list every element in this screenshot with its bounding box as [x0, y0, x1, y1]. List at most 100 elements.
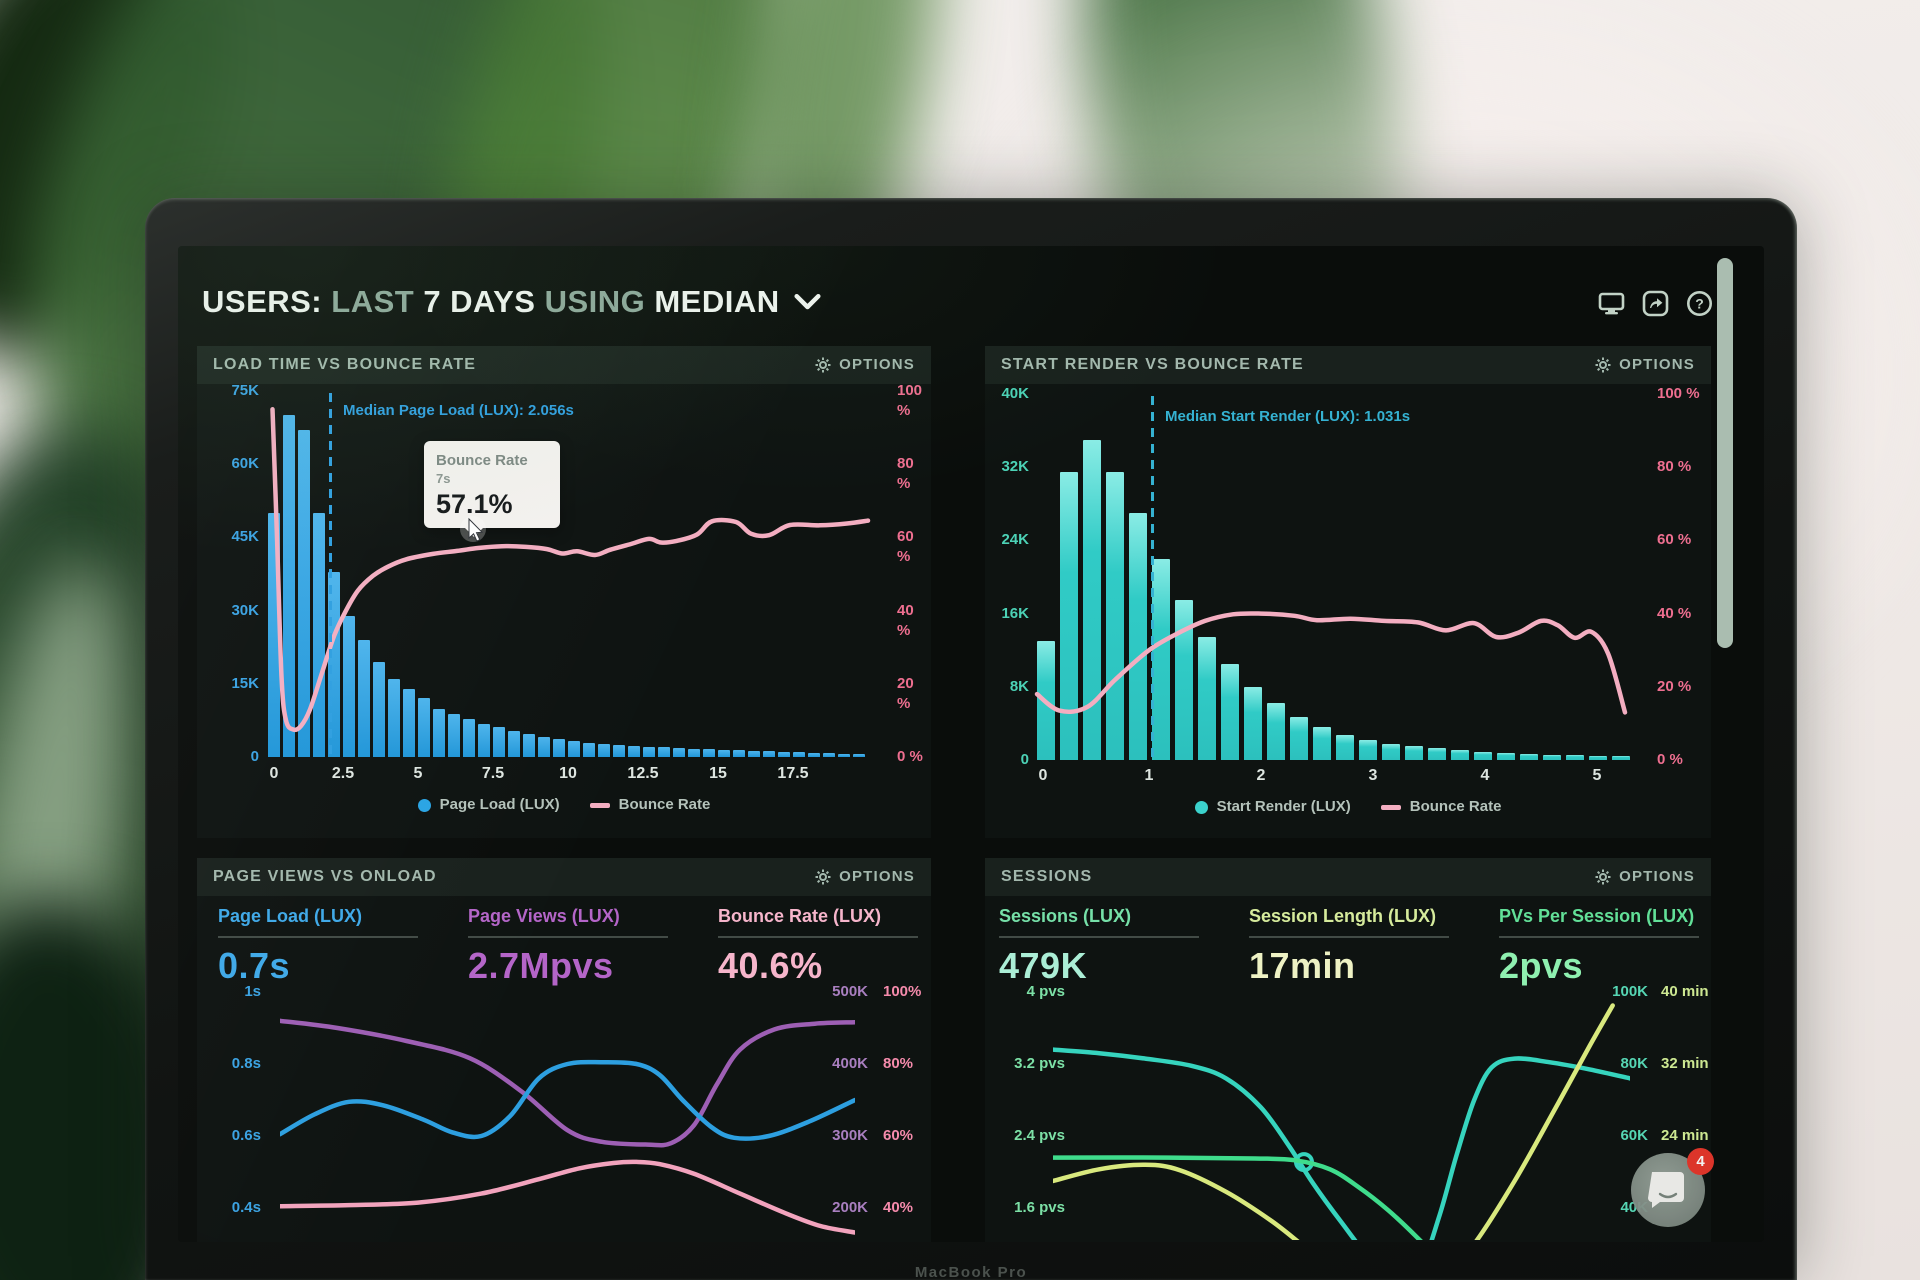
- y-axis-tick: 80%: [883, 1055, 914, 1072]
- y-axis-tick: 32K: [1001, 458, 1029, 475]
- x-axis-tick: 12.5: [627, 765, 659, 782]
- legend-item: Page Load (LUX): [417, 796, 560, 814]
- y-axis-tick: 40 %: [897, 602, 914, 639]
- histogram-bar: [1451, 749, 1469, 760]
- options-label: OPTIONS: [1619, 868, 1695, 885]
- divider: [999, 936, 1199, 938]
- header-toolbar: ?: [1598, 290, 1713, 317]
- histogram-bar: [358, 639, 370, 757]
- chat-bubble-icon: [1648, 1172, 1684, 1208]
- y-axis-tick: 0: [1020, 751, 1029, 768]
- metric-value: 479K: [999, 945, 1088, 986]
- histogram-bar: [673, 748, 685, 757]
- options-button[interactable]: OPTIONS: [1595, 356, 1695, 374]
- page-views-onload-lines: [280, 1018, 855, 1235]
- histogram-bar: [1221, 663, 1239, 760]
- legend-label: Start Render (LUX): [1216, 798, 1351, 815]
- histogram-bar: [433, 709, 445, 757]
- histogram-bar: [1267, 703, 1285, 760]
- histogram-bar: [373, 661, 385, 757]
- divider: [1249, 936, 1449, 938]
- histogram-bar: [463, 719, 475, 757]
- metric-value: 40.6%: [718, 945, 823, 986]
- y-axis-tick: 200K: [832, 1199, 868, 1216]
- y-axis-tick: 16K: [1001, 605, 1029, 622]
- laptop-brand-text: MacBook Pro: [914, 1264, 1028, 1280]
- median-label: Median Start Render (LUX): 1.031s: [1165, 408, 1411, 425]
- panel-header: LOAD TIME VS BOUNCE RATE OPTIONS: [197, 346, 931, 384]
- x-axis-tick: 7.5: [481, 765, 505, 782]
- histogram-bar: [1543, 754, 1561, 760]
- panel-page-views-vs-onload: PAGE VIEWS VS ONLOAD OPTIONS Page Load (…: [197, 858, 931, 1242]
- tooltip-subtitle: 7s: [436, 471, 451, 486]
- histogram-bar: [688, 748, 700, 757]
- x-axis-tick: 10: [559, 765, 577, 782]
- histogram-bar: [1313, 727, 1331, 760]
- y-axis-tick: 0: [250, 748, 259, 765]
- share-icon[interactable]: [1642, 290, 1669, 317]
- x-axis-tick: 5: [413, 765, 423, 782]
- x-axis-tick: 5: [1592, 767, 1602, 784]
- chevron-down-icon: [794, 293, 821, 309]
- y-axis-tick: 40K: [1001, 385, 1029, 402]
- y-axis-tick: 100%: [883, 983, 922, 1000]
- metric-pvs-per-session: PVs Per Session (LUX) 2pvs: [1499, 905, 1714, 986]
- y-axis-tick: 400K: [832, 1055, 868, 1072]
- mouse-cursor: [460, 516, 486, 542]
- y-axis-tick: 75K: [231, 382, 259, 399]
- legend-item: Start Render (LUX): [1194, 798, 1351, 816]
- gear-icon: [1595, 869, 1611, 885]
- notification-badge: 4: [1687, 1148, 1714, 1175]
- y-axis-tick: 15K: [231, 675, 259, 692]
- legend-item: Bounce Rate: [1380, 798, 1501, 816]
- y-axis-tick: 40 %: [1657, 605, 1692, 622]
- metric-page-load: Page Load (LUX) 0.7s: [218, 905, 433, 986]
- histogram-bar: [643, 746, 655, 757]
- histogram-bar: [388, 678, 400, 757]
- metric-label: Sessions (LUX): [999, 906, 1132, 926]
- y-axis-tick: 500K: [832, 983, 868, 1000]
- histogram-bar: [1405, 746, 1423, 760]
- histogram-bar: [763, 751, 775, 757]
- histogram-bar: [508, 730, 520, 757]
- y-axis-tick: 0.8s: [231, 1055, 261, 1072]
- y-axis-tick: 20 %: [897, 675, 914, 712]
- legend-line-icon: [589, 802, 610, 808]
- display-icon[interactable]: [1598, 290, 1625, 317]
- y-axis-tick: 20 %: [1657, 678, 1692, 695]
- help-icon[interactable]: ?: [1686, 290, 1713, 317]
- y-axis-tick: 300K: [832, 1127, 868, 1144]
- y-axis-tick: 40%: [883, 1199, 914, 1216]
- histogram-bar: [613, 744, 625, 757]
- panel-sessions: SESSIONS OPTIONS Sessions (LUX) 479K Ses…: [985, 858, 1711, 1242]
- date-range-dropdown[interactable]: USERS: LAST 7 DAYS USING MEDIAN: [202, 284, 821, 320]
- y-axis-tick: 80K: [1620, 1055, 1648, 1072]
- chat-launcher-button[interactable]: 4: [1631, 1148, 1714, 1227]
- histogram-bar: [1520, 753, 1538, 760]
- bounce-rate-line: [1034, 611, 1628, 715]
- y-axis-tick: 60 %: [1657, 531, 1692, 548]
- scrollbar-thumb[interactable]: [1717, 258, 1733, 648]
- panel-title: LOAD TIME VS BOUNCE RATE: [213, 356, 477, 373]
- y-axis-tick: 100K: [1612, 983, 1648, 1000]
- metric-value: 17min: [1249, 945, 1356, 986]
- gear-icon: [1595, 357, 1611, 373]
- histogram-bar: [538, 737, 550, 757]
- y-axis-tick: 0.4s: [231, 1199, 261, 1216]
- metric-label: Page Views (LUX): [468, 906, 620, 926]
- options-button[interactable]: OPTIONS: [815, 868, 915, 886]
- histogram-bar: [1129, 512, 1147, 760]
- y-axis-tick: 60%: [883, 1127, 914, 1144]
- title-segment: USERS:: [202, 284, 323, 319]
- metric-label: Bounce Rate (LUX): [718, 906, 882, 926]
- options-button[interactable]: OPTIONS: [815, 356, 915, 374]
- x-axis-tick: 1: [1144, 767, 1154, 784]
- title-segment: LAST: [322, 284, 415, 319]
- svg-text:?: ?: [1695, 296, 1704, 312]
- histogram-bar: [1428, 748, 1446, 760]
- histogram-bar: [1497, 752, 1515, 760]
- y-axis-tick: 100 %: [897, 382, 923, 419]
- y-axis-tick: 100 %: [1657, 385, 1700, 402]
- options-button[interactable]: OPTIONS: [1595, 868, 1695, 886]
- x-axis-tick: 17.5: [777, 765, 809, 782]
